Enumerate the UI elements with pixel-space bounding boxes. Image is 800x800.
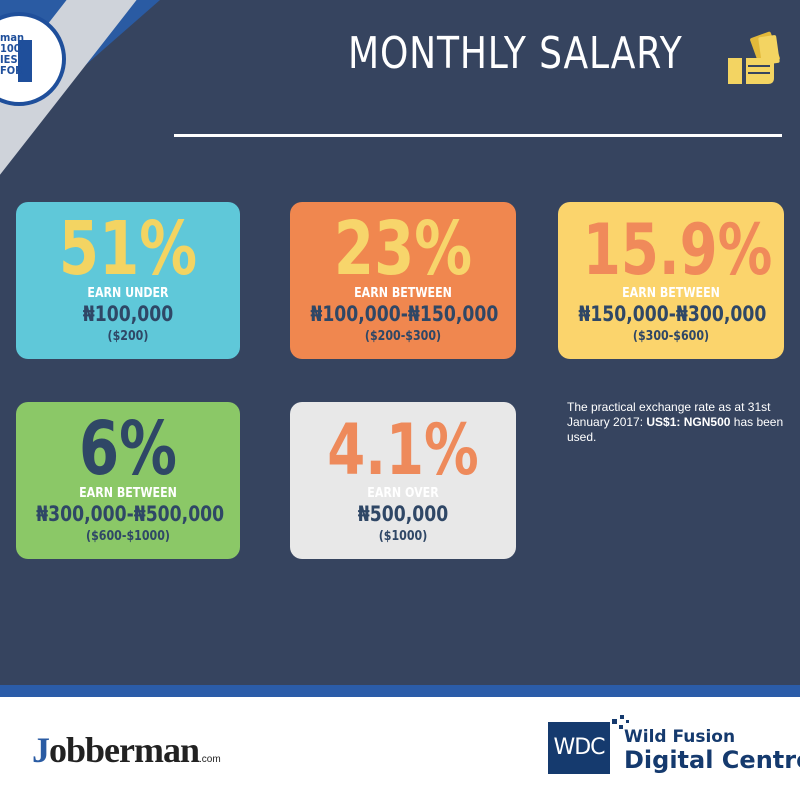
card-label: EARN BETWEEN <box>79 486 177 501</box>
wdc-logo-box: WDC <box>548 722 610 774</box>
card-range: ₦500,000 <box>357 502 449 526</box>
card-range: ₦300,000-₦500,000 <box>36 502 225 526</box>
jobberman-name: obberman <box>49 730 200 770</box>
card-percent: 4.1% <box>327 409 479 491</box>
salary-card-2: 23% EARN BETWEEN ₦100,000-₦150,000 ($200… <box>290 202 516 359</box>
page-title: MONTHLY SALARY <box>348 28 683 79</box>
card-range: ₦100,000 <box>82 302 174 326</box>
footer-band <box>0 685 800 697</box>
card-label: EARN BETWEEN <box>622 286 720 301</box>
jobberman-logo: Jobberman.com <box>32 729 221 771</box>
card-range: ₦100,000-₦150,000 <box>310 302 499 326</box>
note-text-b: has been used. <box>567 415 784 444</box>
exchange-rate-note: The practical exchange rate as at 31st J… <box>567 400 787 445</box>
title-underline <box>174 134 782 137</box>
wdc-name-line2: Digital Centre <box>624 746 800 774</box>
card-usd: ($1000) <box>378 529 428 544</box>
salary-card-1: 51% EARN UNDER ₦100,000 ($200) <box>16 202 240 359</box>
note-rate: US$1: NGN500 <box>646 415 731 429</box>
note-text-a: The practical exchange rate as at 31st J… <box>567 400 771 429</box>
money-hand-icon <box>728 31 780 84</box>
card-usd: ($200-$300) <box>364 329 442 344</box>
building-icon <box>18 40 32 82</box>
card-percent: 23% <box>333 206 473 292</box>
salary-card-4: 6% EARN BETWEEN ₦300,000-₦500,000 ($600-… <box>16 402 240 559</box>
card-usd: ($300-$600) <box>632 329 710 344</box>
card-usd: ($600-$1000) <box>86 529 170 544</box>
jobberman-com: .com <box>199 754 221 765</box>
card-percent: 51% <box>58 206 198 292</box>
footer: Jobberman.com WDC Wild Fusion Digital Ce… <box>0 697 800 800</box>
card-range: ₦150,000-₦300,000 <box>578 302 767 326</box>
salary-card-5: 4.1% EARN OVER ₦500,000 ($1000) <box>290 402 516 559</box>
infographic-panel: man 100 IES FOR MONTHLY SALARY 51% EARN … <box>0 0 787 559</box>
salary-card-3: 15.9% EARN BETWEEN ₦150,000-₦300,000 ($3… <box>558 202 784 359</box>
card-label: EARN UNDER <box>87 286 169 301</box>
pixel-dots-icon <box>604 715 629 731</box>
card-label: EARN BETWEEN <box>354 286 452 301</box>
logo-text: man 100 IES FOR <box>0 31 25 77</box>
card-label: EARN OVER <box>367 486 439 501</box>
jobberman-j: J <box>32 730 50 770</box>
card-usd: ($200) <box>107 329 149 344</box>
card-percent: 6% <box>78 406 177 492</box>
wdc-name-line1: Wild Fusion <box>624 727 736 747</box>
card-percent: 15.9% <box>582 209 773 291</box>
